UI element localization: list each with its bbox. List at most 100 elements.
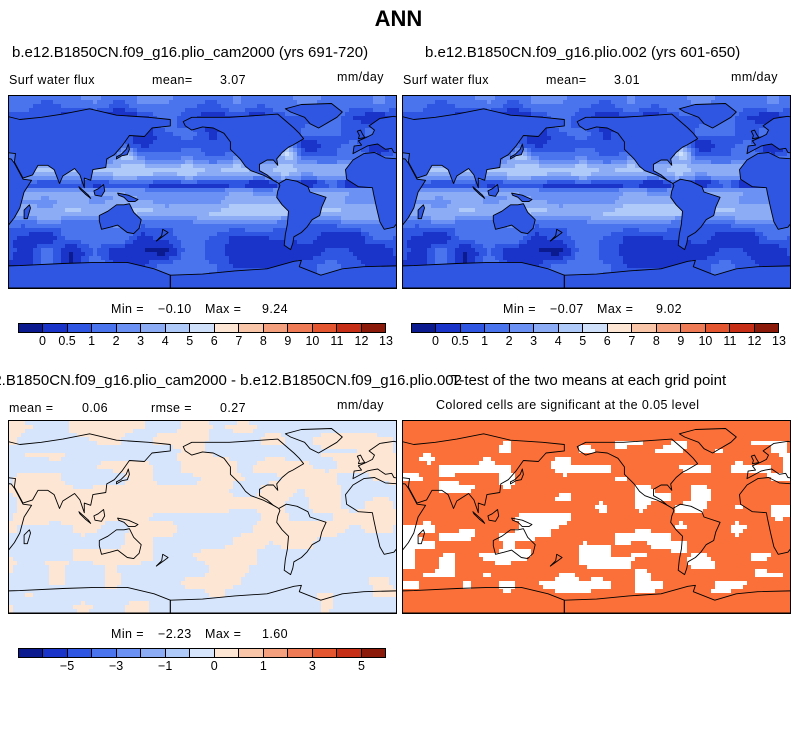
field-cell [213,228,217,232]
field-cell [555,104,559,108]
field-cell [177,204,181,208]
field-cell [221,144,225,148]
field-cell [129,152,133,156]
field-cell [253,212,257,216]
field-cell [289,104,293,108]
field-cell [193,212,197,216]
field-cell [289,176,293,180]
field-cell [173,136,177,140]
field-cell [165,200,169,204]
field-cell [189,176,193,180]
field-cell [253,204,257,208]
field-cell [365,264,369,268]
field-cell [249,192,253,196]
field-cell [69,184,73,188]
field-cell [305,256,309,260]
field-cell [225,100,229,104]
field-cell [373,248,377,252]
field-cell [381,112,385,116]
field-cell [49,112,53,116]
field-cell [317,228,321,232]
field-cell [325,204,329,208]
field-cell [393,248,396,252]
field-cell [297,100,301,104]
field-cell [305,232,309,236]
field-cell [229,96,233,100]
coastline-antarctica [169,259,396,288]
field-cell [101,236,105,240]
field-cell [519,100,523,104]
field-cell [301,244,305,248]
field-cell [317,216,321,220]
field-cell [33,216,37,220]
field-cell [181,160,185,164]
field-cell [145,152,149,156]
field-cell [377,144,381,148]
field-cell [109,176,113,180]
field-cell [281,220,285,224]
field-cell [329,124,333,128]
field-cell [185,248,189,252]
field-cell [37,236,41,240]
field-cell [177,172,181,176]
colorbar-tick-label: 7 [235,334,243,348]
field-cell [97,200,101,204]
field-cell [209,264,213,268]
field-cell [177,164,181,168]
field-cell [313,144,317,148]
field-cell [165,208,169,212]
field-cell [333,160,337,164]
field-cell [579,100,583,104]
field-cell [89,188,93,192]
field-cell [61,256,65,260]
field-cell [241,204,245,208]
field-cell [173,268,177,272]
field-cell [193,188,197,192]
field-cell [177,144,181,148]
field-cell [345,260,349,264]
field-cell [245,236,249,240]
field-cell [169,192,173,196]
field-cell [333,204,337,208]
field-cell [13,100,17,104]
field-cell [153,236,157,240]
field-cell [507,100,511,104]
field-cell [93,96,97,100]
field-cell [389,236,393,240]
field-cell [273,240,277,244]
field-cell [559,104,563,108]
field-cell [57,260,61,264]
field-cell [225,244,229,248]
field-cell [193,224,197,228]
field-cell [173,232,177,236]
field-cell [463,96,467,100]
field-cell [113,240,117,244]
field-cell [325,224,329,228]
field-cell [313,156,317,160]
field-cell [201,228,205,232]
field-cell [105,196,109,200]
field-cell [269,208,273,212]
field-cell [217,216,221,220]
field-cell [579,96,583,100]
field-cell [325,160,329,164]
field-cell [81,100,85,104]
field-cell [153,132,157,136]
field-cell [373,100,377,104]
field-cell [53,176,57,180]
field-cell [129,100,133,104]
field-cell [369,108,373,112]
field-cell [667,100,671,104]
field-cell [101,232,105,236]
field-cell [65,108,69,112]
field-cell [233,200,237,204]
field-cell [121,160,125,164]
field-cell [109,108,113,112]
field-cell [157,108,161,112]
field-cell [29,108,33,112]
field-cell [157,160,161,164]
field-cell [349,204,353,208]
field-cell [277,208,281,212]
field-cell [157,176,161,180]
field-cell [233,260,237,264]
